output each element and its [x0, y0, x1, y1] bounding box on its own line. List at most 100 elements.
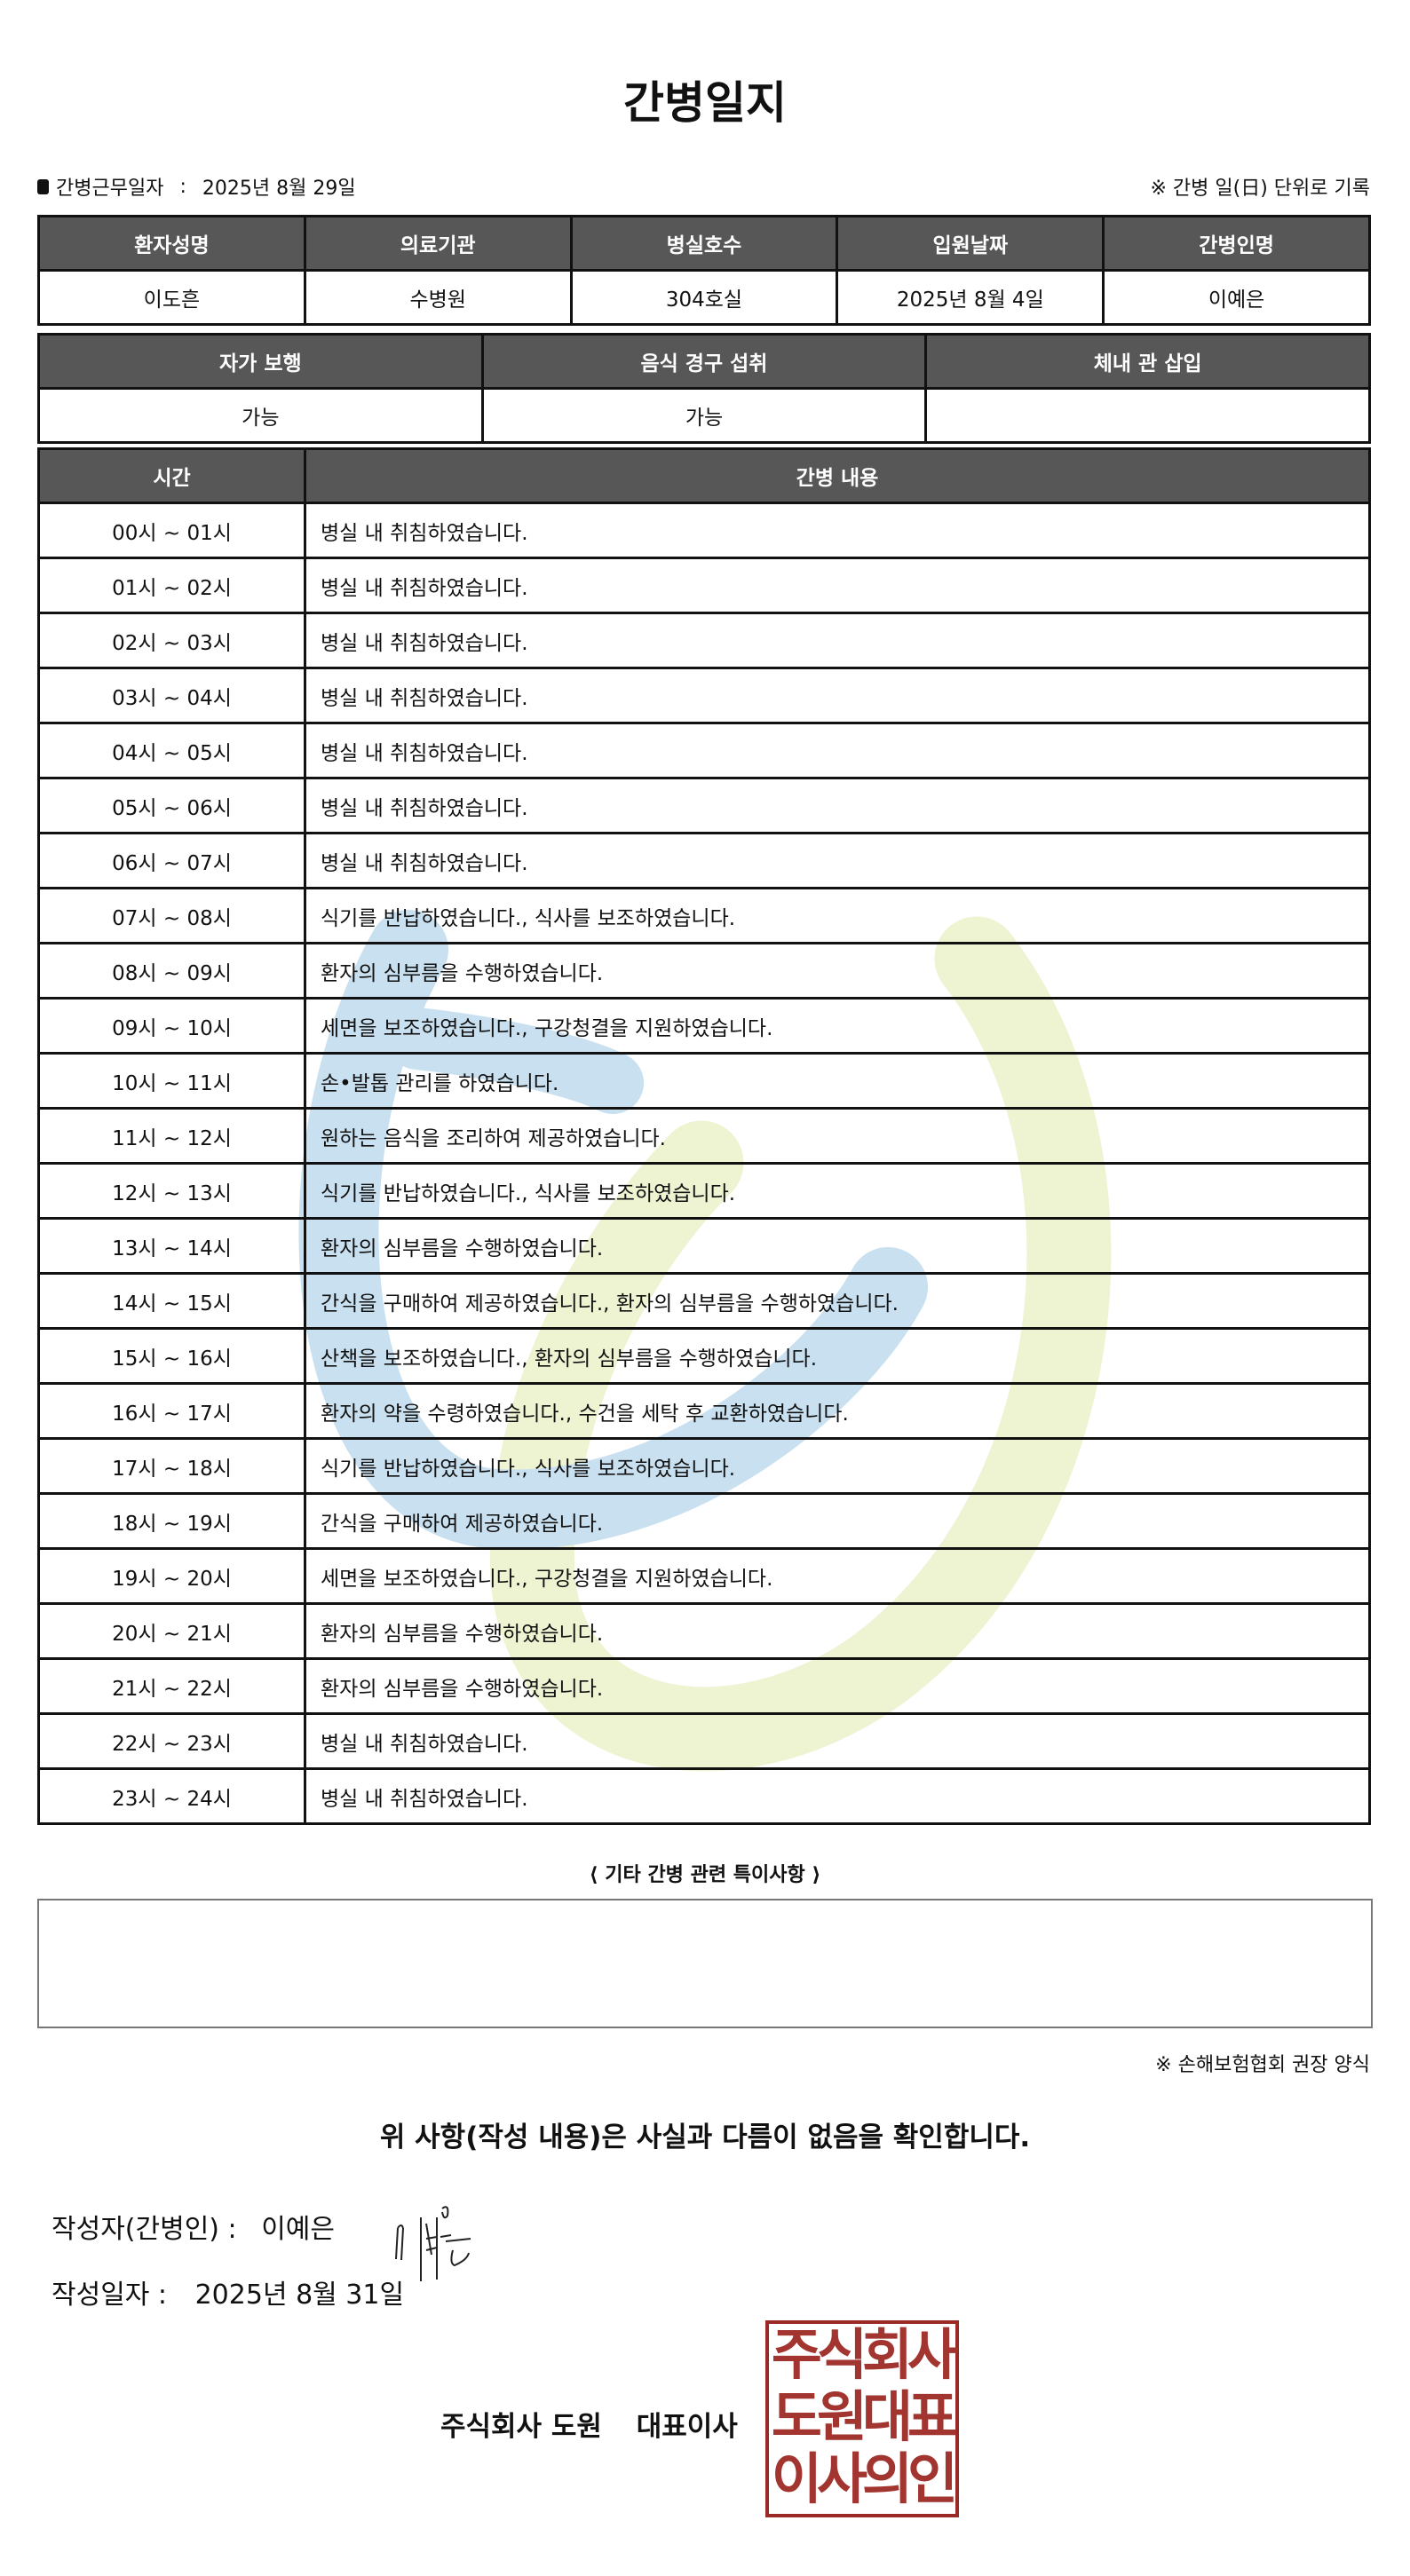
- caregiver-name: 이예은: [1102, 269, 1371, 326]
- time-cell: 10시 ~ 11시: [37, 1052, 306, 1110]
- time-cell: 09시 ~ 10시: [37, 997, 306, 1055]
- table-row: 06시 ~ 07시 병실 내 취침하였습니다.: [37, 832, 1371, 889]
- header-admission-date: 입원날짜: [836, 215, 1105, 272]
- content-cell: 병실 내 취침하였습니다.: [304, 612, 1371, 669]
- time-cell: 08시 ~ 09시: [37, 942, 306, 1000]
- hospital: 수병원: [303, 269, 573, 326]
- work-date-label: 간병근무일자: [56, 178, 164, 200]
- content-cell: 병실 내 취침하였습니다.: [304, 832, 1371, 889]
- work-date: 간병근무일자 : 2025년 8월 29일: [37, 172, 356, 201]
- time-cell: 00시 ~ 01시: [37, 502, 306, 559]
- table-row: 14시 ~ 15시 간식을 구매하여 제공하였습니다., 환자의 심부름을 수행하…: [37, 1272, 1371, 1330]
- unit-note: ※ 간병 일(日) 단위로 기록: [1150, 178, 1371, 200]
- table-row: 08시 ~ 09시 환자의 심부름을 수행하였습니다.: [37, 942, 1371, 1000]
- tube: [924, 387, 1371, 444]
- content-cell: 환자의 약을 수령하였습니다., 수건을 세탁 후 교환하였습니다.: [304, 1382, 1371, 1440]
- header-patient-name: 환자성명: [37, 215, 306, 272]
- content-cell: 세면을 보조하였습니다., 구강청결을 지원하였습니다.: [304, 997, 1371, 1055]
- table-row: 20시 ~ 21시 환자의 심부름을 수행하였습니다.: [37, 1602, 1371, 1660]
- content-cell: 세면을 보조하였습니다., 구강청결을 지원하였습니다.: [304, 1547, 1371, 1605]
- table-row: 07시 ~ 08시 식기를 반납하였습니다., 식사를 보조하였습니다.: [37, 887, 1371, 944]
- header-hospital: 의료기관: [303, 215, 573, 272]
- content-cell: 식기를 반납하였습니다., 식사를 보조하였습니다.: [304, 1437, 1371, 1495]
- time-cell: 17시 ~ 18시: [37, 1437, 306, 1495]
- content-cell: 병실 내 취침하였습니다.: [304, 1712, 1371, 1770]
- content-cell: 병실 내 취침하였습니다.: [304, 722, 1371, 779]
- time-cell: 12시 ~ 13시: [37, 1162, 306, 1220]
- table-row: 18시 ~ 19시 간식을 구매하여 제공하였습니다.: [37, 1492, 1371, 1550]
- time-cell: 23시 ~ 24시: [37, 1767, 306, 1825]
- time-cell: 05시 ~ 06시: [37, 777, 306, 834]
- company-seal: 주식회사 도원대표 이사의인: [765, 2320, 959, 2517]
- association-note: ※ 손해보험협회 권장 양식: [1155, 2054, 1370, 2076]
- time-cell: 19시 ~ 20시: [37, 1547, 306, 1605]
- table-row: 05시 ~ 06시 병실 내 취침하였습니다.: [37, 777, 1371, 834]
- confirmation-statement: 위 사항(작성 내용)은 사실과 다름이 없음을 확인합니다.: [379, 2122, 1031, 2153]
- content-cell: 병실 내 취침하였습니다.: [304, 777, 1371, 834]
- company-title: 대표이사: [636, 2411, 738, 2443]
- writer-name: 이예은: [261, 2214, 336, 2245]
- content-cell: 병실 내 취침하였습니다.: [304, 557, 1371, 614]
- table-row: 17시 ~ 18시 식기를 반납하였습니다., 식사를 보조하였습니다.: [37, 1437, 1371, 1495]
- table-row: 01시 ~ 02시 병실 내 취침하였습니다.: [37, 557, 1371, 614]
- page-title: 간병일지: [623, 77, 787, 129]
- time-cell: 21시 ~ 22시: [37, 1657, 306, 1715]
- table-row: 13시 ~ 14시 환자의 심부름을 수행하였습니다.: [37, 1217, 1371, 1275]
- written-date-line: 작성일자 : 2025년 8월 31일: [51, 2272, 404, 2311]
- table-row: 03시 ~ 04시 병실 내 취침하였습니다.: [37, 667, 1371, 724]
- content-cell: 병실 내 취침하였습니다.: [304, 667, 1371, 724]
- signature: [395, 2206, 471, 2281]
- notes-box: [37, 1899, 1373, 2028]
- admission-date: 2025년 8월 4일: [836, 269, 1105, 326]
- table-row: 16시 ~ 17시 환자의 약을 수령하였습니다., 수건을 세탁 후 교환하였습…: [37, 1382, 1371, 1440]
- header-content: 간병 내용: [304, 447, 1371, 504]
- table-row: 22시 ~ 23시 병실 내 취침하였습니다.: [37, 1712, 1371, 1770]
- content-cell: 간식을 구매하여 제공하였습니다., 환자의 심부름을 수행하였습니다.: [304, 1272, 1371, 1330]
- table-row: 15시 ~ 16시 산책을 보조하였습니다., 환자의 심부름을 수행하였습니다.: [37, 1327, 1371, 1385]
- time-cell: 14시 ~ 15시: [37, 1272, 306, 1330]
- patient-name: 이도흔: [37, 269, 306, 326]
- time-cell: 04시 ~ 05시: [37, 722, 306, 779]
- header-time: 시간: [37, 447, 306, 504]
- content-cell: 환자의 심부름을 수행하였습니다.: [304, 1217, 1371, 1275]
- company-line: 주식회사 도원 대표이사: [440, 2404, 738, 2444]
- time-cell: 11시 ~ 12시: [37, 1107, 306, 1165]
- time-cell: 07시 ~ 08시: [37, 887, 306, 944]
- patient-status-table: 자가 보행 음식 경구 섭취 체내 관 삽입 가능 가능: [37, 333, 1371, 444]
- time-cell: 18시 ~ 19시: [37, 1492, 306, 1550]
- seal-line: 이사의인: [771, 2446, 958, 2511]
- walking: 가능: [37, 387, 484, 444]
- table-row: 04시 ~ 05시 병실 내 취침하였습니다.: [37, 722, 1371, 779]
- table-row: 11시 ~ 12시 원하는 음식을 조리하여 제공하였습니다.: [37, 1107, 1371, 1165]
- table-row: 09시 ~ 10시 세면을 보조하였습니다., 구강청결을 지원하였습니다.: [37, 997, 1371, 1055]
- table-row: 23시 ~ 24시 병실 내 취침하였습니다.: [37, 1767, 1371, 1825]
- seal-line: 도원대표: [771, 2384, 958, 2449]
- table-row: 21시 ~ 22시 환자의 심부름을 수행하였습니다.: [37, 1657, 1371, 1715]
- content-cell: 식기를 반납하였습니다., 식사를 보조하였습니다.: [304, 887, 1371, 944]
- company-name: 주식회사 도원: [440, 2411, 602, 2443]
- content-cell: 환자의 심부름을 수행하였습니다.: [304, 942, 1371, 1000]
- oral-intake: 가능: [480, 387, 928, 444]
- table-row: 12시 ~ 13시 식기를 반납하였습니다., 식사를 보조하였습니다.: [37, 1162, 1371, 1220]
- header-room: 병실호수: [569, 215, 839, 272]
- time-cell: 06시 ~ 07시: [37, 832, 306, 889]
- content-cell: 원하는 음식을 조리하여 제공하였습니다.: [304, 1107, 1371, 1165]
- table-row: 10시 ~ 11시 손•발톱 관리를 하였습니다.: [37, 1052, 1371, 1110]
- header-oral-intake: 음식 경구 섭취: [480, 333, 928, 390]
- header-tube: 체내 관 삽입: [924, 333, 1371, 390]
- seal-line: 주식회사: [771, 2322, 958, 2387]
- written-date-label: 작성일자 :: [51, 2280, 168, 2311]
- content-cell: 산책을 보조하였습니다., 환자의 심부름을 수행하였습니다.: [304, 1327, 1371, 1385]
- content-cell: 손•발톱 관리를 하였습니다.: [304, 1052, 1371, 1110]
- time-cell: 03시 ~ 04시: [37, 667, 306, 724]
- table-row: 19시 ~ 20시 세면을 보조하였습니다., 구강청결을 지원하였습니다.: [37, 1547, 1371, 1605]
- time-cell: 15시 ~ 16시: [37, 1327, 306, 1385]
- content-cell: 환자의 심부름을 수행하였습니다.: [304, 1602, 1371, 1660]
- time-cell: 13시 ~ 14시: [37, 1217, 306, 1275]
- square-bullet-icon: [37, 178, 49, 194]
- care-log-table: 시간 간병 내용 00시 ~ 01시 병실 내 취침하였습니다. 01시 ~ 02시…: [37, 447, 1371, 1825]
- writer-line: 작성자(간병인) : 이예은: [51, 2207, 335, 2246]
- patient-info-table: 환자성명 의료기관 병실호수 입원날짜 간병인명 이도흔 수병원 304호실 2…: [37, 215, 1371, 326]
- room: 304호실: [569, 269, 839, 326]
- time-cell: 20시 ~ 21시: [37, 1602, 306, 1660]
